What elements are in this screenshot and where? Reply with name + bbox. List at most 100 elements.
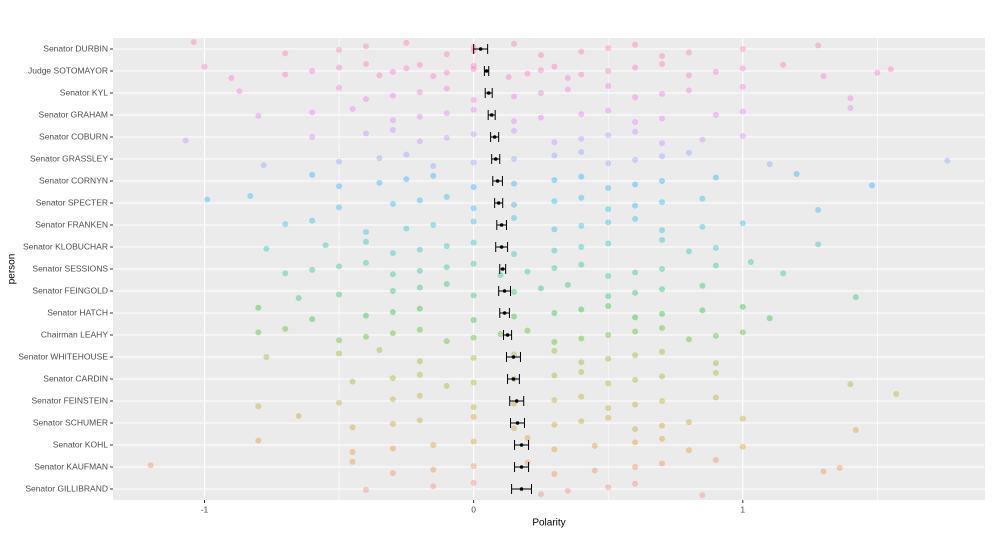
mean-point xyxy=(478,47,483,51)
data-point xyxy=(699,282,706,289)
data-point xyxy=(659,286,666,293)
data-point xyxy=(336,84,343,91)
data-point xyxy=(551,63,558,70)
data-point xyxy=(551,152,558,159)
error-bar xyxy=(490,132,500,142)
data-point xyxy=(389,470,396,477)
data-point xyxy=(470,463,477,470)
data-point xyxy=(659,115,666,122)
data-point xyxy=(605,219,612,226)
data-point xyxy=(309,217,316,224)
data-point xyxy=(874,69,881,76)
data-point xyxy=(389,445,396,452)
data-point xyxy=(685,419,692,426)
data-point xyxy=(551,397,558,404)
data-point xyxy=(551,339,558,345)
data-point xyxy=(836,464,843,471)
data-point xyxy=(511,156,518,162)
data-point xyxy=(578,222,585,229)
data-point xyxy=(362,96,369,103)
data-point xyxy=(349,105,356,112)
data-point xyxy=(524,435,531,441)
data-point xyxy=(389,396,396,403)
y-tick-label: Senator CARDIN xyxy=(43,373,108,383)
data-point xyxy=(591,467,598,474)
data-point xyxy=(739,329,746,336)
data-point xyxy=(282,50,289,57)
data-point xyxy=(578,194,585,201)
data-point xyxy=(295,413,302,419)
data-point xyxy=(632,314,639,321)
data-point xyxy=(376,347,383,353)
data-point xyxy=(578,335,585,342)
data-point xyxy=(309,171,316,178)
data-point xyxy=(470,239,477,246)
data-point xyxy=(309,134,316,140)
data-point xyxy=(739,108,746,115)
data-point xyxy=(551,372,558,379)
mean-point xyxy=(486,91,491,95)
data-point xyxy=(578,369,585,375)
error-bar xyxy=(509,396,525,406)
data-point xyxy=(430,172,437,179)
data-point xyxy=(591,442,598,449)
y-tick-label: Senator FRANKEN xyxy=(35,219,108,229)
data-point xyxy=(443,243,450,250)
data-point xyxy=(632,328,639,335)
data-point xyxy=(336,204,343,211)
data-point xyxy=(659,178,666,184)
data-point xyxy=(349,449,356,455)
data-point xyxy=(852,427,859,433)
data-point xyxy=(362,61,369,67)
data-point xyxy=(632,269,639,276)
data-point xyxy=(605,273,612,279)
data-point xyxy=(470,159,477,166)
data-point xyxy=(893,391,900,397)
data-point xyxy=(470,184,477,191)
data-point xyxy=(416,284,423,291)
data-point xyxy=(605,185,612,191)
data-point xyxy=(255,437,262,444)
data-point xyxy=(430,73,437,80)
data-point xyxy=(362,486,369,493)
data-point xyxy=(443,51,450,58)
data-point xyxy=(699,195,706,202)
error-bar xyxy=(514,462,530,472)
data-point xyxy=(524,70,531,77)
data-point xyxy=(336,291,343,298)
data-point xyxy=(389,68,396,75)
y-tick-label: Chairman LEAHY xyxy=(41,329,108,339)
data-point xyxy=(632,94,639,101)
data-point xyxy=(815,207,822,213)
x-tick-label: 1 xyxy=(740,504,745,514)
data-point xyxy=(551,310,558,316)
data-point xyxy=(605,414,612,421)
error-bar xyxy=(491,154,501,164)
data-point xyxy=(578,149,585,155)
data-point xyxy=(605,405,612,411)
data-point xyxy=(659,435,666,442)
data-point xyxy=(430,483,437,490)
data-point xyxy=(362,312,369,319)
data-point xyxy=(511,180,518,187)
data-point xyxy=(443,338,450,345)
data-point xyxy=(632,352,639,359)
data-point xyxy=(511,118,518,125)
data-point xyxy=(349,458,356,465)
data-point xyxy=(820,468,827,475)
data-point xyxy=(699,136,706,143)
data-point xyxy=(685,49,692,56)
data-point xyxy=(632,119,639,125)
data-point xyxy=(847,381,854,388)
y-tick-label: Senator SESSIONS xyxy=(32,263,108,273)
data-point xyxy=(605,293,612,300)
data-point xyxy=(739,303,746,310)
data-point xyxy=(712,112,719,118)
data-point xyxy=(336,183,343,190)
data-point xyxy=(712,457,719,463)
data-point xyxy=(632,480,639,487)
error-bar xyxy=(492,176,503,186)
data-point xyxy=(699,492,706,499)
data-point xyxy=(282,325,289,332)
